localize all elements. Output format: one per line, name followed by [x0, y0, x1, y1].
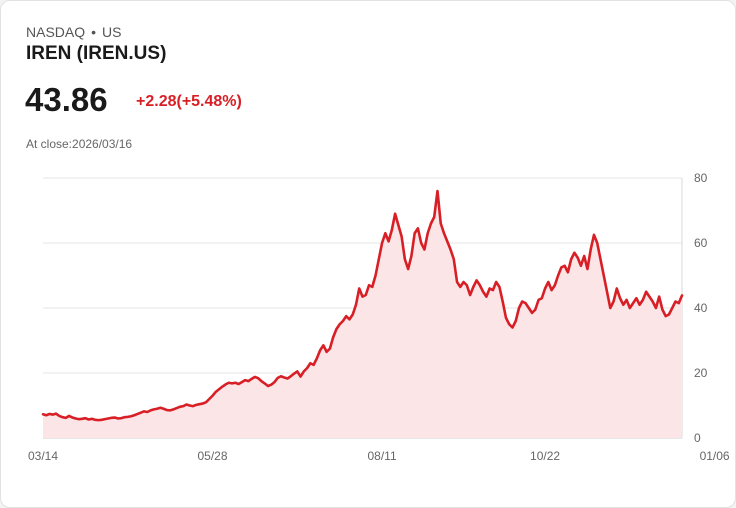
y-tick-label: 20: [694, 366, 708, 380]
x-tick-label: 01/06: [700, 449, 730, 463]
x-tick-label: 05/28: [198, 449, 228, 463]
last-price: 43.86: [25, 81, 108, 118]
x-tick-label: 08/11: [367, 449, 396, 463]
price-area-fill: [43, 191, 682, 438]
exchange-label: NASDAQ: [26, 24, 86, 40]
close-date: At close:2026/03/16: [26, 137, 133, 151]
y-tick-label: 80: [694, 171, 708, 185]
x-tick-label: 10/22: [530, 449, 560, 463]
exchange-line: NASDAQ • US: [26, 24, 121, 40]
x-tick-label: 03/14: [28, 449, 58, 463]
ticker-title: IREN (IREN.US): [26, 43, 167, 64]
y-tick-label: 0: [694, 431, 701, 445]
price-change: +2.28(+5.48%): [136, 93, 242, 110]
y-tick-label: 40: [694, 301, 708, 315]
price-line: [41, 189, 684, 422]
separator-dot: •: [91, 24, 97, 40]
region-label: US: [102, 24, 122, 40]
y-tick-label: 60: [694, 236, 708, 250]
